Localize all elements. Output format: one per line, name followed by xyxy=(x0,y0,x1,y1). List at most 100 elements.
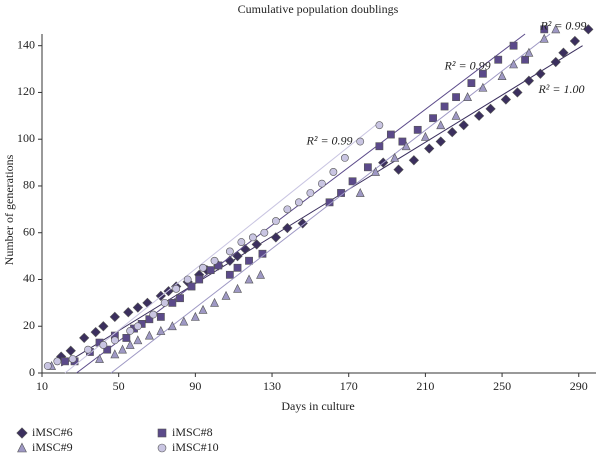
data-point xyxy=(149,310,158,319)
data-point xyxy=(210,256,219,265)
data-point xyxy=(233,283,242,293)
data-point xyxy=(282,222,293,234)
data-point xyxy=(183,275,192,284)
data-point xyxy=(436,120,446,130)
data-point xyxy=(451,110,461,120)
data-point xyxy=(297,218,308,229)
data-point xyxy=(248,233,257,242)
data-point xyxy=(176,294,184,303)
legend-label: iMSC#9 xyxy=(32,440,73,454)
data-point xyxy=(142,297,153,308)
x-tick-label: 170 xyxy=(340,379,358,393)
data-point xyxy=(221,290,231,300)
data-point xyxy=(206,266,215,275)
data-point xyxy=(244,274,254,284)
data-point xyxy=(524,47,534,57)
data-point xyxy=(521,55,529,64)
data-point xyxy=(550,56,561,68)
data-point xyxy=(187,282,196,291)
y-tick-label: 40 xyxy=(23,271,35,285)
data-point xyxy=(551,24,561,34)
data-point xyxy=(452,93,460,102)
data-point xyxy=(84,345,92,354)
data-point xyxy=(535,68,546,79)
data-point xyxy=(68,355,77,363)
r2-label: R² = 0.99 xyxy=(539,19,586,33)
data-point xyxy=(458,120,469,131)
trend-line xyxy=(60,45,583,367)
data-point xyxy=(317,179,326,188)
x-tick-label: 210 xyxy=(416,379,434,393)
data-point xyxy=(233,263,242,272)
data-point xyxy=(393,164,404,175)
data-point xyxy=(348,177,357,186)
y-tick-label: 0 xyxy=(29,365,35,379)
legend-marker xyxy=(157,443,167,453)
data-point xyxy=(467,79,476,87)
data-point xyxy=(118,344,127,354)
data-point xyxy=(375,142,384,151)
data-point xyxy=(225,247,234,256)
data-point xyxy=(225,270,234,279)
data-point xyxy=(363,163,372,172)
trend-line xyxy=(64,124,376,374)
data-point xyxy=(163,286,174,297)
data-point xyxy=(245,256,253,265)
data-point xyxy=(132,302,143,313)
data-point xyxy=(540,25,549,34)
data-point xyxy=(375,121,384,130)
data-point xyxy=(61,357,69,366)
data-point xyxy=(413,125,422,134)
data-point xyxy=(168,298,177,307)
data-point xyxy=(95,353,104,363)
legend-marker xyxy=(16,427,28,439)
data-point xyxy=(558,47,569,58)
data-point xyxy=(463,92,473,102)
y-tick-label: 100 xyxy=(17,131,35,145)
y-tick-label: 60 xyxy=(23,224,35,238)
data-point xyxy=(172,284,181,293)
x-tick-label: 50 xyxy=(113,379,125,393)
data-point xyxy=(256,269,265,279)
legend-label: iMSC#10 xyxy=(172,440,219,454)
data-point xyxy=(569,35,581,47)
data-point xyxy=(435,136,446,147)
data-point xyxy=(398,137,407,146)
data-point xyxy=(371,166,380,176)
data-point xyxy=(356,137,365,146)
data-point xyxy=(198,304,208,314)
data-point xyxy=(583,24,594,35)
x-tick-label: 130 xyxy=(263,379,281,393)
data-point xyxy=(270,232,281,243)
y-tick-label: 120 xyxy=(17,84,35,98)
data-point xyxy=(156,312,165,321)
data-point xyxy=(497,71,507,80)
data-point xyxy=(144,330,154,340)
data-point xyxy=(325,198,334,207)
data-point xyxy=(271,217,280,225)
data-point xyxy=(509,59,519,69)
data-point xyxy=(122,334,131,342)
data-point xyxy=(160,298,169,307)
data-point xyxy=(251,239,262,250)
y-tick-label: 20 xyxy=(23,318,35,332)
data-point xyxy=(283,205,292,214)
y-tick-label: 80 xyxy=(23,178,35,192)
data-point xyxy=(53,357,62,366)
x-tick-label: 90 xyxy=(189,379,201,393)
data-point xyxy=(523,75,535,86)
data-point xyxy=(509,41,518,50)
y-tick-label: 140 xyxy=(17,37,35,51)
data-point xyxy=(210,297,219,307)
data-point xyxy=(478,82,488,92)
data-point xyxy=(110,336,119,345)
data-point xyxy=(237,238,246,246)
r2-label: R² = 1.00 xyxy=(537,82,584,96)
data-point xyxy=(98,321,109,332)
legend-marker xyxy=(157,428,167,438)
legend-marker xyxy=(17,442,27,453)
data-point xyxy=(179,316,189,326)
data-point xyxy=(123,307,134,318)
data-point xyxy=(478,69,487,78)
